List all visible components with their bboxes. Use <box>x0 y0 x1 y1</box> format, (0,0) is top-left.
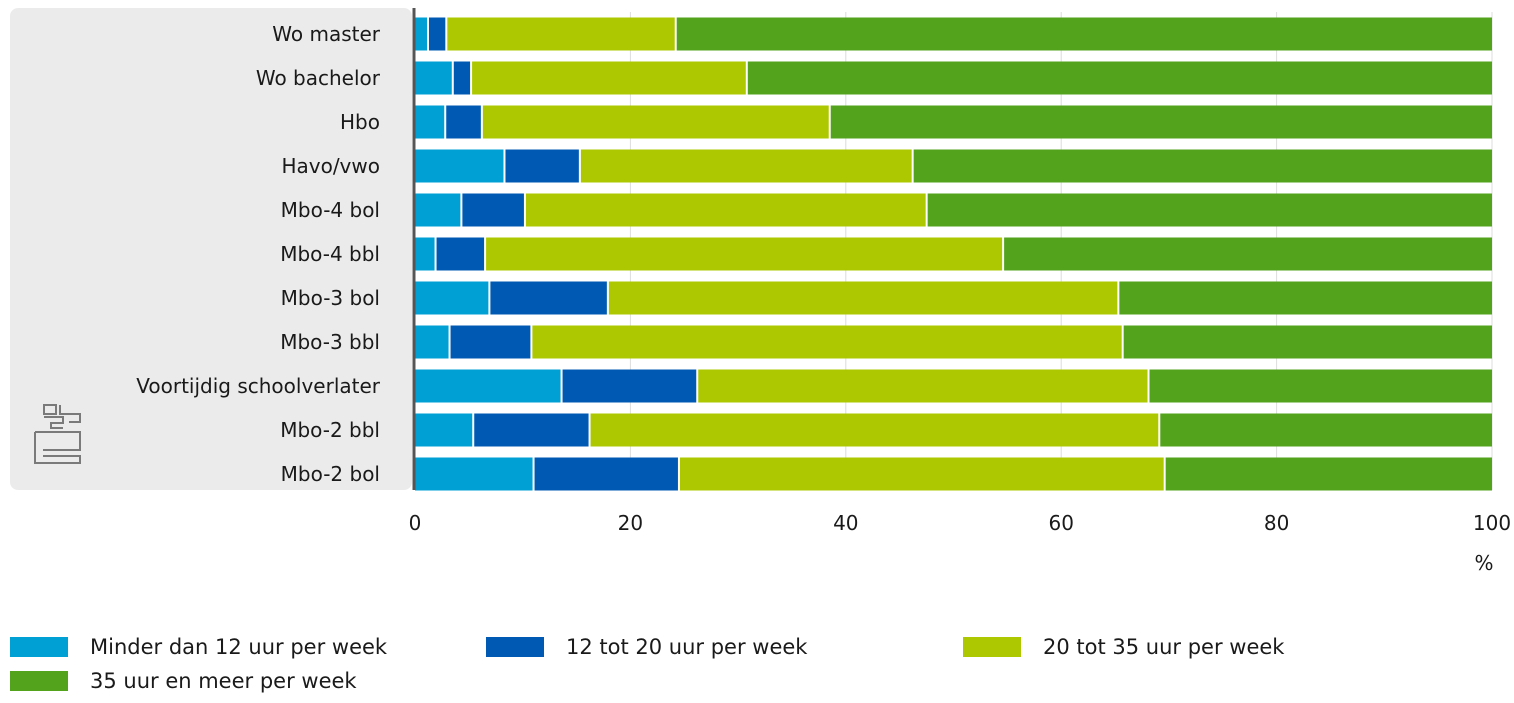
category-labels: Wo master Wo bachelor Hbo Havo/vwo Mbo-4 bol… <box>136 22 381 486</box>
legend-label: Minder dan 12 uur per week <box>90 635 388 659</box>
bar-segment <box>1119 281 1492 315</box>
legend-item: 12 tot 20 uur per week <box>486 632 807 662</box>
bar-segment <box>698 369 1148 403</box>
category-label: Mbo-3 bbl <box>280 330 380 354</box>
bar-segment <box>1004 237 1492 271</box>
bar-segment <box>679 457 1164 491</box>
legend-label: 35 uur en meer per week <box>90 669 357 693</box>
bar-segment <box>532 325 1122 359</box>
bar-segment <box>525 193 926 227</box>
bar-segment <box>482 105 829 139</box>
bar-segment <box>436 237 485 271</box>
x-tick-labels: 0 20 40 60 80 100 <box>409 511 1511 535</box>
category-label: Mbo-3 bol <box>281 286 380 310</box>
bar-segment <box>474 413 589 447</box>
bar-segment <box>446 105 481 139</box>
bar-segment <box>1149 369 1492 403</box>
bar-segment <box>415 325 449 359</box>
category-label: Mbo-2 bbl <box>280 418 380 442</box>
bar-segment <box>534 457 678 491</box>
legend-swatch <box>963 637 1021 657</box>
legend-swatch <box>10 671 68 691</box>
bar-segment <box>415 237 435 271</box>
bar-segment <box>580 149 912 183</box>
bar-segment <box>462 193 524 227</box>
bar-segment <box>415 61 452 95</box>
bar-segment <box>505 149 579 183</box>
bar-segment <box>486 237 1003 271</box>
x-tick-label: 60 <box>1048 511 1073 535</box>
cbs-logo-icon <box>34 404 81 464</box>
x-tick-label: 40 <box>833 511 858 535</box>
legend-item: 20 tot 35 uur per week <box>963 632 1284 662</box>
bar-segment <box>415 149 504 183</box>
category-label: Mbo-4 bbl <box>280 242 380 266</box>
bar-segment <box>590 413 1159 447</box>
bar-segment <box>562 369 697 403</box>
bar-segment <box>747 61 1492 95</box>
bar-segment <box>830 105 1492 139</box>
bar-segment <box>927 193 1492 227</box>
category-label: Wo bachelor <box>256 66 381 90</box>
bar-segment <box>415 369 561 403</box>
category-label: Voortijdig schoolverlater <box>136 374 381 398</box>
bar-segment <box>1160 413 1492 447</box>
category-panel <box>10 8 412 490</box>
bar-segment <box>415 413 473 447</box>
bar-segment <box>676 17 1492 51</box>
category-label: Havo/vwo <box>281 154 380 178</box>
legend: Minder dan 12 uur per week 12 tot 20 uur … <box>10 632 1510 702</box>
legend-label: 20 tot 35 uur per week <box>1043 635 1285 659</box>
bar-segment <box>415 105 445 139</box>
bar-segment <box>450 325 531 359</box>
bar-segment <box>913 149 1492 183</box>
category-label: Wo master <box>272 22 381 46</box>
bar-segment <box>447 17 675 51</box>
bar-segment <box>415 457 533 491</box>
legend-label: 12 tot 20 uur per week <box>566 635 808 659</box>
x-tick-label: 80 <box>1264 511 1289 535</box>
x-tick-label: 20 <box>618 511 643 535</box>
bar-segment <box>1123 325 1492 359</box>
bar-segment <box>608 281 1118 315</box>
legend-swatch <box>10 637 68 657</box>
x-tick-label: 100 <box>1473 511 1511 535</box>
bar-segment <box>472 61 746 95</box>
bar-segment <box>415 193 461 227</box>
bar-segment <box>415 17 428 51</box>
category-label: Hbo <box>340 110 380 134</box>
legend-item: Minder dan 12 uur per week <box>10 632 387 662</box>
bar-segment <box>453 61 471 95</box>
category-label: Mbo-4 bol <box>281 198 380 222</box>
bar-segment <box>490 281 607 315</box>
bar-segment <box>1165 457 1492 491</box>
bars <box>415 17 1492 491</box>
legend-item: 35 uur en meer per week <box>10 666 357 696</box>
category-label: Mbo-2 bol <box>281 462 380 486</box>
x-tick-label: 0 <box>409 511 422 535</box>
legend-swatch <box>486 637 544 657</box>
chart-svg: Wo master Wo bachelor Hbo Havo/vwo Mbo-4 bol… <box>10 8 1511 575</box>
x-axis-unit: % <box>1474 551 1493 575</box>
bar-segment <box>415 281 489 315</box>
bar-segment <box>429 17 446 51</box>
